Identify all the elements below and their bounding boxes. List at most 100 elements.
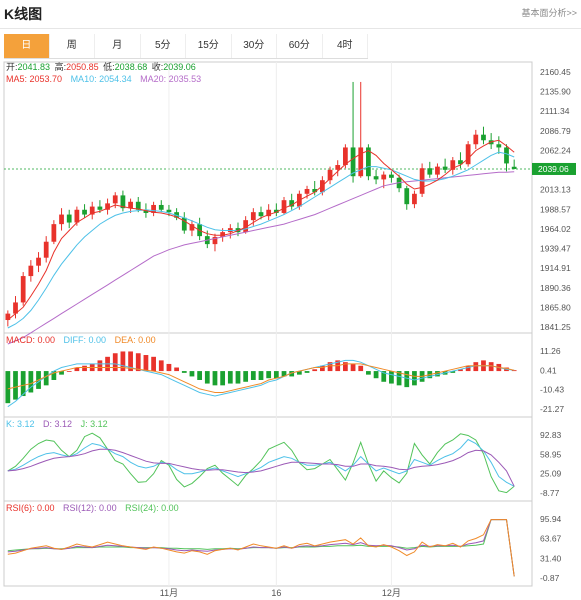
y-tick-label: 2062.24	[540, 145, 571, 155]
candle-body	[143, 209, 149, 213]
tab-5min[interactable]: 5分	[141, 34, 186, 58]
rsi12-label: RSI(12): 0.00	[63, 503, 117, 513]
y-tick-label: -21.27	[540, 404, 564, 414]
y-tick-label: 25.09	[540, 469, 562, 479]
tab-30min[interactable]: 30分	[232, 34, 277, 58]
macd-bar	[135, 353, 141, 372]
svg-text:开:2041.83 高:2050.85 低:: 开:2041.83 高:2050.85 低:2038.68 收:2039.06	[6, 61, 196, 72]
candle-body	[358, 147, 364, 177]
kdj-panel	[7, 432, 515, 494]
macd-bar	[151, 356, 156, 372]
macd-bar	[13, 371, 18, 400]
macd-bar	[189, 371, 195, 377]
dea-line	[7, 363, 515, 393]
tab-15min[interactable]: 15分	[186, 34, 232, 58]
candle-body	[28, 265, 34, 277]
high-label: 高:	[55, 61, 67, 72]
svg-text:MA5: 2053.70 MA10: 2054.34: MA5: 2053.70 MA10: 2054.34 MA20: 2035.53	[6, 74, 201, 84]
y-tick-label: -0.87	[540, 573, 560, 583]
candle-body	[258, 212, 264, 217]
candle-body	[273, 209, 279, 213]
macd-bar	[450, 371, 456, 373]
macd-bar	[59, 371, 64, 375]
candle-body	[5, 313, 11, 321]
macd-label: MACD: 0.00	[6, 335, 55, 345]
ma20-line	[7, 171, 515, 345]
candle-body	[511, 166, 517, 169]
candle-body	[220, 232, 226, 237]
candle-body	[158, 204, 164, 210]
candle-body	[120, 195, 126, 209]
macd-bar	[197, 371, 203, 380]
ma10-label: MA10: 2054.34	[71, 74, 132, 84]
candle-body	[181, 217, 187, 231]
candle-body	[427, 168, 433, 175]
candle-body	[82, 209, 87, 215]
macd-bar	[281, 371, 287, 377]
candle-body	[343, 147, 348, 166]
page-title: K线图	[4, 6, 43, 22]
ma20-label: MA20: 2035.53	[140, 74, 201, 84]
tab-month[interactable]: 月	[95, 34, 141, 58]
panel-frames	[3, 61, 533, 587]
candle-body	[312, 188, 318, 193]
macd-bar	[243, 371, 249, 382]
y-tick-label: 95.94	[540, 514, 562, 524]
macd-bar	[473, 362, 479, 372]
y-tick-label: 92.83	[540, 430, 562, 440]
x-tick-label: 12月	[382, 588, 401, 598]
macd-bar	[412, 371, 417, 386]
macd-bar	[112, 353, 118, 372]
macd-bar	[319, 365, 325, 372]
tab-week[interactable]: 周	[50, 34, 95, 58]
last-price-label: 2039.06	[538, 164, 569, 174]
candle-body	[105, 203, 110, 210]
macd-bar	[43, 371, 49, 386]
candle-body	[504, 147, 509, 164]
macd-bar	[28, 371, 34, 393]
y-tick-label: 1890.36	[540, 283, 571, 293]
candle-body	[366, 147, 371, 177]
macd-bar	[235, 371, 241, 384]
macd-bar	[404, 371, 410, 388]
candle-body	[442, 166, 448, 170]
open-value: 2041.83	[18, 62, 51, 72]
macd-bar	[181, 371, 187, 373]
x-tick-label: 11月	[160, 588, 178, 598]
macd-panel	[5, 351, 517, 408]
y-tick-label: 1964.02	[540, 224, 571, 234]
macd-bar	[250, 371, 256, 380]
y-tick-label: 2160.45	[540, 67, 571, 77]
fundamental-analysis-link[interactable]: 基本面分析>>	[521, 8, 577, 18]
d-line	[7, 448, 515, 487]
candle-body	[166, 209, 172, 213]
y-tick-label: 63.67	[540, 534, 562, 544]
y-tick-label: 1939.47	[540, 244, 571, 254]
candle-body	[189, 224, 195, 231]
macd-bar	[266, 371, 272, 379]
y-tick-label: 1865.80	[540, 302, 571, 312]
macd-bar	[258, 371, 264, 380]
y-tick-label: 2111.34	[540, 106, 570, 116]
macd-bar	[174, 367, 179, 372]
svg-text:MACD: 0.00 DIFF: 0.00: MACD: 0.00 DIFF: 0.00 DEA: 0.00	[6, 335, 156, 345]
period-tabs: 日 周 月 5分 15分 30分 60分 4时	[4, 34, 368, 59]
svg-text:RSI(6): 0.00 RSI(12): 0.00: RSI(6): 0.00 RSI(12): 0.00 RSI(24): 0.00	[6, 503, 179, 513]
open-label: 开:	[6, 62, 18, 72]
tab-60min[interactable]: 60分	[277, 34, 323, 58]
y-tick-label: 31.40	[540, 553, 562, 563]
macd-bar	[366, 371, 371, 375]
j-label: J: 3.12	[81, 419, 108, 429]
rsi6-label: RSI(6): 0.00	[6, 503, 55, 513]
tab-day[interactable]: 日	[4, 34, 50, 58]
macd-bar	[20, 371, 26, 397]
rsi24-label: RSI(24): 0.00	[125, 503, 179, 513]
macd-bar	[343, 362, 348, 372]
tab-4hour[interactable]: 4时	[323, 34, 368, 58]
candle-body	[20, 276, 26, 303]
y-tick-label: 2013.13	[540, 185, 571, 195]
macd-bar	[97, 360, 103, 372]
candle-body	[36, 257, 41, 266]
candle-body	[51, 224, 57, 242]
